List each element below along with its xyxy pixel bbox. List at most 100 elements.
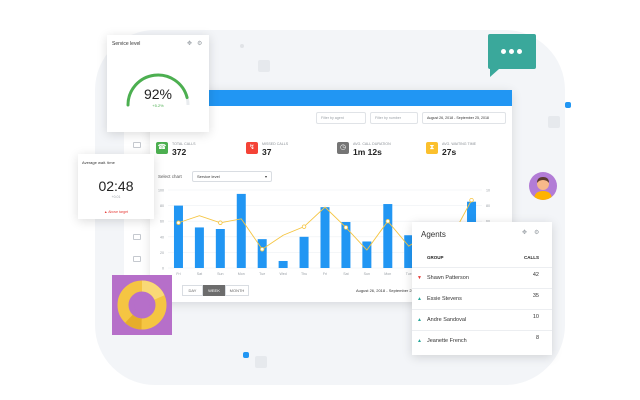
chart-date-range: August 26, 2018 - September 25, 2018 bbox=[356, 288, 425, 293]
period-day-button[interactable]: DAY bbox=[182, 285, 203, 296]
agent-name: Jeanette French bbox=[427, 338, 467, 344]
chart-bar bbox=[383, 204, 393, 268]
table-row[interactable]: ▲ Jeanette French 8 bbox=[412, 330, 552, 351]
clock-icon: ◷ bbox=[337, 142, 349, 154]
stat-label: AVG. CALL DURATION bbox=[353, 142, 391, 146]
table-row[interactable]: ▲ Andre Sandoval 10 bbox=[412, 309, 552, 330]
decor-square bbox=[548, 116, 560, 128]
filter-agent-select[interactable]: Filter by agent bbox=[316, 112, 366, 124]
settings-icon[interactable]: ⚙ bbox=[197, 41, 203, 47]
y-tick-label: 80 bbox=[486, 204, 490, 208]
service-level-card: Service level ✥ ⚙ 92% +5.2% bbox=[107, 35, 209, 132]
app-header-bar bbox=[150, 90, 512, 106]
y-tick-label: 60 bbox=[160, 220, 164, 224]
date-range-select[interactable]: August 26, 2018 - September 25, 2018 bbox=[422, 112, 506, 124]
chat-dot bbox=[509, 49, 514, 54]
trend-up-icon: ▲ bbox=[417, 338, 422, 344]
x-tick-label: Fri bbox=[176, 272, 180, 276]
stat-value: 37 bbox=[262, 147, 272, 157]
avg-wait-value: 02:48 bbox=[98, 178, 134, 194]
hourglass-icon: ⧗ bbox=[426, 142, 438, 154]
chat-dot bbox=[517, 49, 522, 54]
donut-graphic bbox=[117, 280, 167, 330]
warning-icon: ▲ bbox=[103, 210, 109, 214]
stat-label: AVG. WAITING TIME bbox=[442, 142, 477, 146]
warning-text: Above target bbox=[108, 210, 129, 214]
chart-type-value: Service level bbox=[197, 174, 220, 179]
settings-icon[interactable]: ⚙ bbox=[534, 230, 540, 236]
period-week-button[interactable]: WEEK bbox=[203, 285, 225, 296]
nav-icon[interactable] bbox=[133, 234, 141, 240]
trend-down-icon: ▼ bbox=[417, 275, 422, 281]
chart-point bbox=[469, 197, 474, 203]
chat-dot bbox=[501, 49, 506, 54]
move-icon[interactable]: ✥ bbox=[187, 41, 193, 47]
period-month-button[interactable]: MONTH bbox=[225, 285, 249, 296]
trend-up-icon: ▲ bbox=[417, 296, 422, 302]
chart-point bbox=[218, 220, 223, 225]
filter-number-select[interactable]: Filter by number bbox=[370, 112, 418, 124]
chat-bubble-icon bbox=[488, 34, 536, 69]
chart-point bbox=[176, 220, 181, 225]
agents-title: Agents bbox=[421, 230, 446, 239]
x-tick-label: Sun bbox=[364, 272, 370, 276]
table-row[interactable]: ▼ Shawn Patterson 42 bbox=[412, 267, 552, 288]
service-level-change: +5.2% bbox=[152, 103, 164, 108]
agent-name: Essie Stevens bbox=[427, 296, 462, 302]
service-level-gauge bbox=[126, 73, 190, 107]
agent-calls: 42 bbox=[532, 272, 539, 278]
agent-calls: 8 bbox=[535, 335, 539, 341]
x-tick-label: Fri bbox=[323, 272, 327, 276]
chart-bar bbox=[320, 207, 330, 268]
agent-name: Shawn Patterson bbox=[427, 275, 469, 281]
trend-up-icon: ▲ bbox=[417, 317, 422, 323]
chart-point bbox=[343, 225, 349, 230]
phone-icon: ☎ bbox=[156, 142, 168, 154]
y-tick-label: 20 bbox=[160, 251, 164, 255]
card-title: Service level bbox=[112, 41, 141, 47]
x-tick-label: Tue bbox=[406, 272, 412, 276]
decor-square bbox=[255, 356, 267, 368]
x-tick-label: Tue bbox=[259, 272, 265, 276]
x-tick-label: Mon bbox=[384, 272, 391, 276]
above-target-warning: ▲ Above target bbox=[78, 210, 154, 214]
move-icon[interactable]: ✥ bbox=[522, 230, 528, 236]
agent-calls: 35 bbox=[532, 293, 539, 299]
chart-bar bbox=[257, 239, 267, 268]
nav-icon[interactable] bbox=[133, 256, 141, 262]
chat-bubble-tail bbox=[490, 69, 499, 77]
gauge-fill bbox=[126, 73, 189, 107]
chart-bar bbox=[215, 229, 225, 268]
stat-value: 1m 12s bbox=[353, 147, 382, 157]
x-tick-label: Sat bbox=[343, 272, 348, 276]
y-tick-label: 80 bbox=[160, 204, 164, 208]
dashboard-window: Filter by agent Filter by number August … bbox=[150, 90, 512, 302]
avg-wait-change: +0.01 bbox=[111, 195, 121, 199]
chart-point bbox=[259, 247, 265, 252]
avg-wait-card: Average wait. time 02:48 +0.01 ▲ Above t… bbox=[78, 154, 154, 219]
agents-card: Agents ✥ ⚙ GROUP CALLS ▼ Shawn Patterson… bbox=[412, 222, 552, 355]
service-level-value: 92% bbox=[143, 86, 173, 102]
decor-dot bbox=[565, 102, 571, 108]
chart-type-select[interactable]: Service level ▾ bbox=[192, 171, 272, 182]
agent-name: Andre Sandoval bbox=[427, 317, 467, 323]
x-tick-label: Wed bbox=[279, 272, 286, 276]
chart-bar bbox=[299, 236, 309, 268]
chart-bar bbox=[404, 235, 414, 268]
y-tick-label: 60 bbox=[486, 220, 490, 224]
chart-bar bbox=[278, 260, 288, 268]
person-icon bbox=[534, 177, 552, 200]
decor-dot bbox=[240, 44, 244, 48]
table-row[interactable]: ▲ Essie Stevens 35 bbox=[412, 288, 552, 309]
stat-label: TOTAL CALLS bbox=[172, 142, 196, 146]
column-header-calls[interactable]: CALLS bbox=[524, 255, 539, 260]
agent-calls: 10 bbox=[532, 314, 539, 320]
chart-bar bbox=[173, 205, 183, 268]
donut-chart-icon bbox=[112, 275, 172, 335]
chart-point bbox=[385, 219, 390, 224]
chevron-down-icon: ▾ bbox=[264, 174, 267, 179]
nav-icon[interactable] bbox=[133, 142, 141, 148]
column-header-group[interactable]: GROUP bbox=[427, 255, 444, 260]
y-tick-label: 40 bbox=[160, 235, 164, 239]
y-tick-label: 100 bbox=[486, 189, 490, 193]
